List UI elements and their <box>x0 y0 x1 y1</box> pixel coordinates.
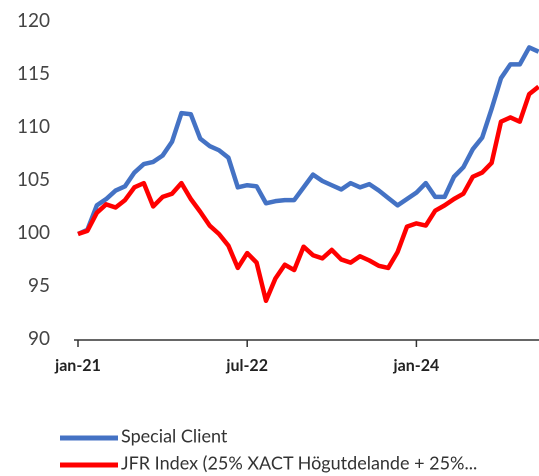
series-line <box>77 84 539 304</box>
x-tick-label: jul-22 <box>225 356 268 375</box>
x-tick-label: jan-21 <box>54 356 101 375</box>
y-tick-label: 115 <box>17 62 50 85</box>
y-tick-label: 120 <box>17 9 50 32</box>
y-tick-label: 90 <box>28 327 50 350</box>
x-tick-label: jan-24 <box>393 356 440 375</box>
legend-label: JFR Index (25% XACT Högutdelande + 25%..… <box>121 452 477 474</box>
legend-label: Special Client <box>121 425 228 447</box>
y-tick-label: 110 <box>17 115 50 138</box>
series-line <box>77 45 539 237</box>
y-tick-label: 95 <box>28 274 50 297</box>
y-tick-label: 105 <box>17 168 50 191</box>
y-tick-label: 100 <box>17 221 50 244</box>
